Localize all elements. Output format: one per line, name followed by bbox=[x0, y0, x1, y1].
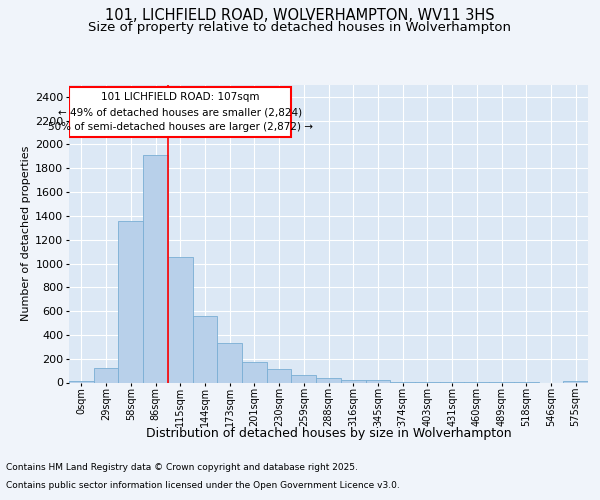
Bar bbox=[118, 220, 143, 382]
Text: 50% of semi-detached houses are larger (2,872) →: 50% of semi-detached houses are larger (… bbox=[48, 122, 313, 132]
Bar bbox=[168, 257, 193, 382]
Text: Contains public sector information licensed under the Open Government Licence v3: Contains public sector information licen… bbox=[6, 481, 400, 490]
Bar bbox=[217, 342, 242, 382]
Bar bbox=[316, 378, 341, 382]
Bar bbox=[365, 380, 390, 382]
Text: 101, LICHFIELD ROAD, WOLVERHAMPTON, WV11 3HS: 101, LICHFIELD ROAD, WOLVERHAMPTON, WV11… bbox=[105, 8, 495, 22]
Bar bbox=[94, 368, 118, 382]
Bar bbox=[143, 155, 168, 382]
Bar bbox=[69, 88, 292, 138]
Bar bbox=[267, 370, 292, 382]
Text: Size of property relative to detached houses in Wolverhampton: Size of property relative to detached ho… bbox=[89, 21, 511, 34]
Bar bbox=[242, 362, 267, 382]
Bar bbox=[341, 380, 365, 382]
Text: Distribution of detached houses by size in Wolverhampton: Distribution of detached houses by size … bbox=[146, 428, 512, 440]
Text: ← 49% of detached houses are smaller (2,824): ← 49% of detached houses are smaller (2,… bbox=[58, 108, 302, 118]
Y-axis label: Number of detached properties: Number of detached properties bbox=[21, 146, 31, 322]
Bar bbox=[292, 376, 316, 382]
Text: Contains HM Land Registry data © Crown copyright and database right 2025.: Contains HM Land Registry data © Crown c… bbox=[6, 464, 358, 472]
Text: 101 LICHFIELD ROAD: 107sqm: 101 LICHFIELD ROAD: 107sqm bbox=[101, 92, 259, 102]
Bar bbox=[193, 316, 217, 382]
